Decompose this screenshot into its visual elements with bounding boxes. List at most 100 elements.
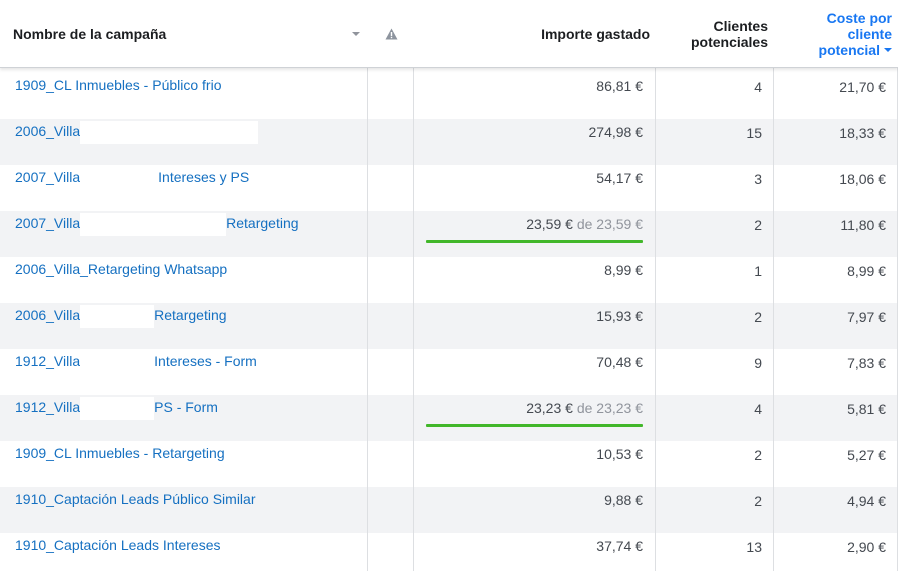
table-row[interactable]: 1910_Captación Leads Público Similar 9,88… — [0, 487, 898, 533]
amount-spent-value: 86,81 € — [596, 78, 643, 94]
leads-cell: 9 — [754, 355, 762, 371]
delivery-warning-cell — [368, 211, 414, 257]
amount-spent-value: 70,48 € — [596, 354, 643, 370]
delivery-warning-cell — [368, 487, 414, 533]
budget-progress-bar — [426, 240, 643, 243]
redaction-mask — [80, 397, 154, 420]
leads-cell: 15 — [746, 125, 762, 141]
table-row[interactable]: 2006_Villa Retargeting 15,93 € 2 7,97 € — [0, 303, 898, 349]
amount-spent-value: 23,59 € — [526, 216, 573, 232]
table-row[interactable]: 2006_Villa 274,98 € 15 18,33 € — [0, 119, 898, 165]
campaign-name-cell: 2007_Villa Intereses y PS — [0, 165, 368, 211]
budget-limit-text: de 23,59 € — [572, 216, 643, 232]
amount-spent-cell: 23,59 € de 23,59 € — [414, 211, 656, 257]
redaction-mask — [80, 351, 154, 374]
sort-descending-icon[interactable] — [884, 48, 892, 52]
column-header-leads-line1: Clientes — [713, 18, 768, 34]
cost-per-lead-cell: 21,70 € — [839, 79, 886, 95]
amount-spent-value: 37,74 € — [596, 538, 643, 554]
delivery-warning-cell — [368, 395, 414, 441]
campaign-name-link[interactable]: 1912_Villa Intereses - Form — [15, 353, 257, 369]
delivery-warning-cell — [368, 441, 414, 487]
campaign-name-cell: 1909_CL Inmuebles - Público frio — [0, 73, 368, 119]
campaign-name-cell: 1912_Villa PS - Form — [0, 395, 368, 441]
table-row[interactable]: 1909_CL Inmuebles - Retargeting 10,53 € 2 5… — [0, 441, 898, 487]
leads-cell: 2 — [754, 493, 762, 509]
delivery-warning-cell — [368, 533, 414, 571]
amount-spent-cell: 37,74 € — [414, 533, 656, 571]
campaign-name-cell: 2006_Villa_Retargeting Whatsapp — [0, 257, 368, 303]
column-header-amount-spent-label: Importe gastado — [541, 26, 650, 42]
amount-spent-cell: 86,81 € — [414, 73, 656, 119]
column-header-cost-per-lead[interactable]: Coste por cliente potencial — [774, 0, 898, 68]
amount-spent-value: 274,98 € — [588, 124, 644, 140]
column-header-leads-line2: potenciales — [690, 34, 768, 50]
campaign-name-cell: 1912_Villa Intereses - Form — [0, 349, 368, 395]
warning-triangle-icon — [385, 28, 398, 40]
campaign-name-link[interactable]: 2007_Villa Retargeting — [15, 215, 299, 231]
amount-spent-cell: 8,99 € — [414, 257, 656, 303]
amount-spent-value: 8,99 € — [604, 262, 643, 278]
table-row[interactable]: 2007_Villa Intereses y PS 54,17 € 3 18,06 € — [0, 165, 898, 211]
redaction-mask — [80, 121, 258, 144]
cost-per-lead-cell: 5,27 € — [847, 447, 886, 463]
amount-spent-value: 15,93 € — [596, 308, 643, 324]
column-header-cost-line2: cliente — [847, 26, 892, 42]
leads-cell: 2 — [754, 309, 762, 325]
cost-per-lead-cell: 4,94 € — [847, 493, 886, 509]
campaign-name-cell: 1910_Captación Leads Intereses — [0, 533, 368, 571]
table-row[interactable]: 2006_Villa_Retargeting Whatsapp 8,99 € 1 8,… — [0, 257, 898, 303]
leads-cell: 4 — [754, 401, 762, 417]
campaign-name-link[interactable]: 1909_CL Inmuebles - Público frio — [15, 77, 222, 93]
budget-limit-text: de 23,23 € — [572, 400, 643, 416]
amount-spent-cell: 23,23 € de 23,23 € — [414, 395, 656, 441]
campaign-name-link[interactable]: 2006_Villa_Retargeting Whatsapp — [15, 261, 228, 277]
amount-spent-cell: 70,48 € — [414, 349, 656, 395]
redaction-mask — [80, 305, 154, 328]
redaction-mask — [80, 167, 158, 190]
campaign-name-link[interactable]: 1909_CL Inmuebles - Retargeting — [15, 445, 225, 461]
amount-spent-value: 54,17 € — [596, 170, 643, 186]
campaign-name-link[interactable]: 1912_Villa PS - Form — [15, 399, 218, 415]
amount-spent-cell: 54,17 € — [414, 165, 656, 211]
table-row[interactable]: 1912_Villa PS - Form 23,23 € de 23,23 € 4 5,… — [0, 395, 898, 441]
column-header-amount-spent[interactable]: Importe gastado — [414, 0, 656, 68]
cost-per-lead-cell: 8,99 € — [847, 263, 886, 279]
cost-per-lead-cell: 5,81 € — [847, 401, 886, 417]
table-row[interactable]: 2007_Villa Retargeting 23,59 € de 23,59 €2… — [0, 211, 898, 257]
delivery-warning-cell — [368, 257, 414, 303]
column-header-campaign-name-label: Nombre de la campaña — [13, 26, 167, 42]
cost-per-lead-cell: 18,06 € — [839, 171, 886, 187]
cost-per-lead-cell: 2,90 € — [847, 539, 886, 555]
campaign-name-link[interactable]: 1910_Captación Leads Intereses — [15, 537, 221, 553]
amount-spent-cell: 274,98 € — [414, 119, 656, 165]
table-row[interactable]: 1910_Captación Leads Intereses 37,74 € 13 2… — [0, 533, 898, 571]
campaign-name-cell: 1910_Captación Leads Público Similar — [0, 487, 368, 533]
campaign-name-cell: 2006_Villa — [0, 119, 368, 165]
caret-down-icon[interactable] — [352, 32, 360, 36]
campaign-name-link[interactable]: 2007_Villa Intereses y PS — [15, 169, 250, 185]
amount-spent-cell: 15,93 € — [414, 303, 656, 349]
cost-per-lead-cell: 7,83 € — [847, 355, 886, 371]
table-body: 1909_CL Inmuebles - Público frio 86,81 € 4… — [0, 73, 898, 571]
column-header-leads[interactable]: Clientes potenciales — [656, 0, 774, 68]
campaign-name-cell: 2006_Villa Retargeting — [0, 303, 368, 349]
leads-cell: 2 — [754, 447, 762, 463]
campaign-name-link[interactable]: 1910_Captación Leads Público Similar — [15, 491, 256, 507]
leads-cell: 3 — [754, 171, 762, 187]
table-row[interactable]: 1909_CL Inmuebles - Público frio 86,81 € 4… — [0, 73, 898, 119]
campaign-name-link[interactable]: 2006_Villa — [15, 123, 81, 139]
campaign-name-link[interactable]: 2006_Villa Retargeting — [15, 307, 227, 323]
delivery-warning-cell — [368, 303, 414, 349]
column-header-campaign-name[interactable]: Nombre de la campaña — [0, 0, 368, 68]
cost-per-lead-cell: 11,80 € — [840, 217, 886, 233]
campaign-name-cell: 2007_Villa Retargeting — [0, 211, 368, 257]
amount-spent-cell: 10,53 € — [414, 441, 656, 487]
column-header-delivery-warning[interactable] — [368, 0, 414, 68]
leads-cell: 13 — [746, 539, 762, 555]
table-row[interactable]: 1912_Villa Intereses - Form 70,48 € 9 7,83 € — [0, 349, 898, 395]
leads-cell: 4 — [754, 79, 762, 95]
cost-per-lead-cell: 18,33 € — [839, 125, 886, 141]
table-header: Nombre de la campaña Importe gastado Cli… — [0, 0, 898, 68]
